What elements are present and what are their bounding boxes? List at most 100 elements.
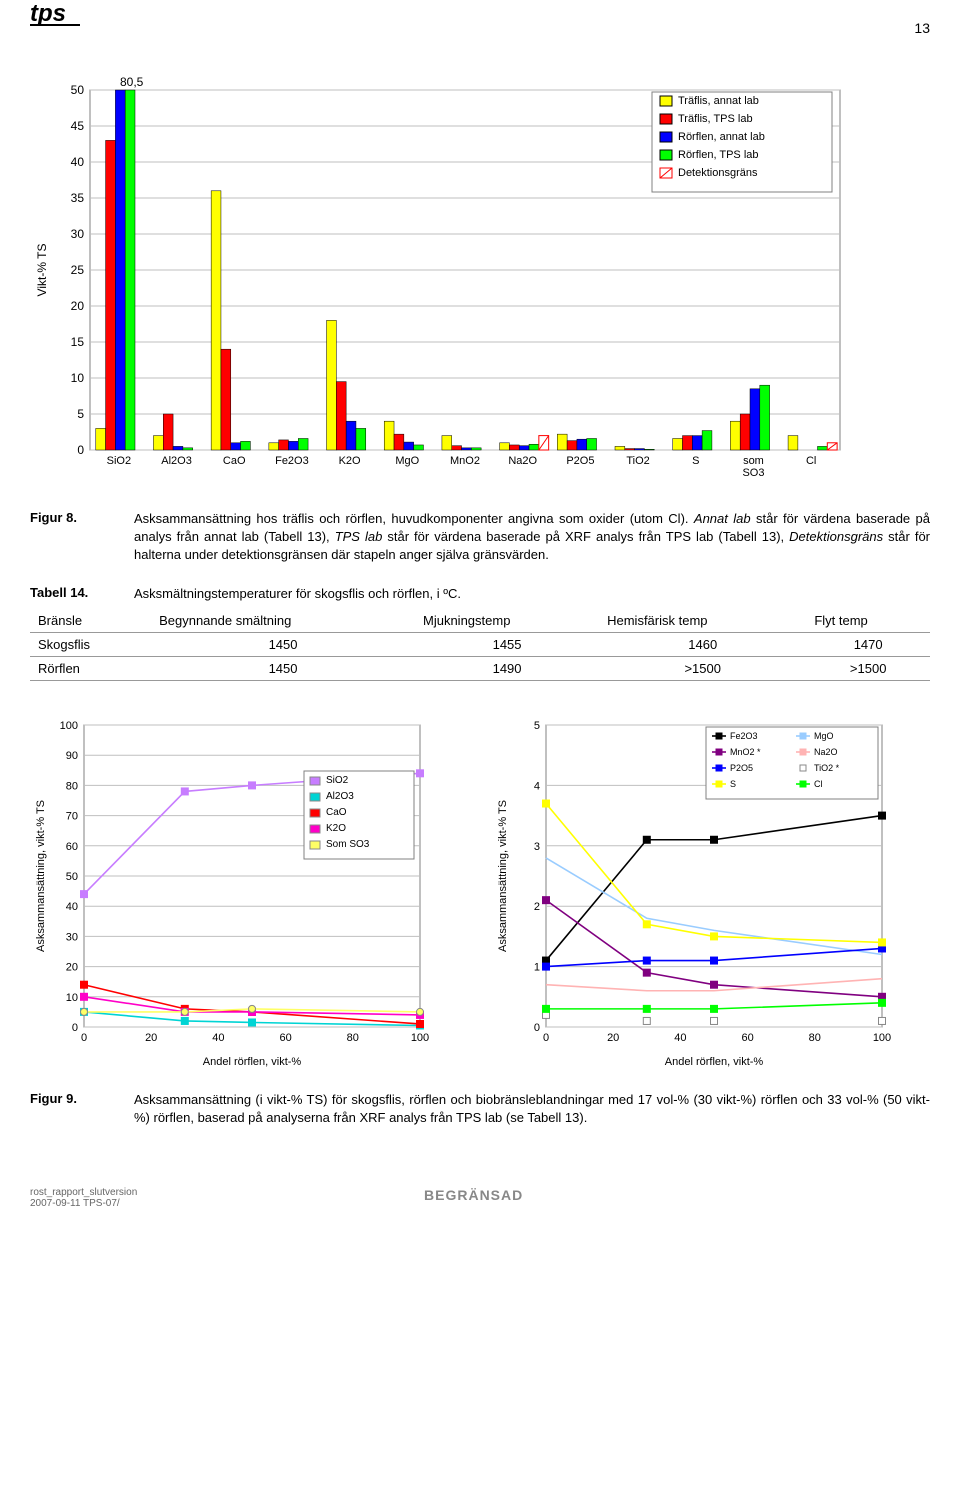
line-chart-left: 0102030405060708090100020406080100Andel …: [30, 711, 468, 1071]
svg-text:0: 0: [543, 1032, 549, 1044]
svg-text:2: 2: [534, 901, 540, 913]
svg-text:Al2O3: Al2O3: [326, 791, 354, 802]
svg-text:40: 40: [212, 1032, 224, 1044]
svg-text:MnO2 *: MnO2 *: [730, 747, 761, 757]
svg-text:25: 25: [71, 263, 85, 277]
table-header: Hemisfärisk temp: [599, 609, 806, 633]
table-cell: >1500: [599, 656, 806, 680]
svg-text:60: 60: [279, 1032, 291, 1044]
svg-text:0: 0: [77, 443, 84, 457]
figure-9-body: Asksammansättning (i vikt-% TS) för skog…: [134, 1091, 930, 1127]
svg-text:70: 70: [66, 810, 78, 822]
line-chart-right: 0 1 2 3 4 5 0 20 40 60 80 100 Andel rörflen, vikt-% A…: [492, 711, 930, 1071]
svg-text:0: 0: [72, 1022, 78, 1034]
svg-text:MgO: MgO: [814, 731, 834, 741]
svg-text:60: 60: [66, 841, 78, 853]
svg-text:40: 40: [674, 1032, 686, 1044]
table-cell: 1470: [806, 632, 930, 656]
svg-text:Cl: Cl: [814, 779, 823, 789]
svg-text:Träflis, TPS lab: Träflis, TPS lab: [678, 113, 753, 125]
svg-text:40: 40: [66, 901, 78, 913]
svg-text:Rörflen, TPS lab: Rörflen, TPS lab: [678, 149, 759, 161]
table-cell: >1500: [806, 656, 930, 680]
svg-text:TiO2 *: TiO2 *: [814, 763, 840, 773]
svg-text:30: 30: [66, 931, 78, 943]
footer: rost_rapport_slutversion 2007-09-11 TPS-…: [30, 1187, 930, 1209]
table-header: Mjukningstemp: [415, 609, 599, 633]
table-header: Bränsle: [30, 609, 151, 633]
logo: tps: [30, 0, 80, 26]
svg-text:SO3: SO3: [742, 467, 764, 479]
svg-text:5: 5: [534, 720, 540, 732]
svg-text:45: 45: [71, 119, 85, 133]
svg-text:90: 90: [66, 750, 78, 762]
figure-9-label: Figur 9.: [30, 1091, 110, 1127]
svg-text:Vikt-% TS: Vikt-% TS: [35, 244, 49, 297]
svg-text:Cl: Cl: [806, 455, 816, 467]
svg-text:Andel rörflen, vikt-%: Andel rörflen, vikt-%: [203, 1056, 302, 1068]
svg-text:30: 30: [71, 227, 85, 241]
svg-text:5: 5: [77, 407, 84, 421]
svg-text:0: 0: [81, 1032, 87, 1044]
svg-text:Fe2O3: Fe2O3: [275, 455, 309, 467]
svg-text:S: S: [692, 455, 699, 467]
svg-text:MgO: MgO: [395, 455, 419, 467]
svg-text:100: 100: [60, 720, 78, 732]
svg-text:0: 0: [534, 1022, 540, 1034]
figure-8-caption: Figur 8. Asksammansättning hos träflis o…: [30, 510, 930, 565]
page-number: 13: [914, 20, 930, 36]
svg-text:100: 100: [873, 1032, 891, 1044]
svg-text:Asksammansättning, vikt-% TS: Asksammansättning, vikt-% TS: [35, 800, 47, 952]
svg-text:1: 1: [534, 961, 540, 973]
table-header: Begynnande smältning: [151, 609, 415, 633]
svg-text:50: 50: [71, 83, 85, 97]
svg-text:TiO2: TiO2: [626, 455, 649, 467]
svg-text:10: 10: [66, 992, 78, 1004]
svg-text:80: 80: [347, 1032, 359, 1044]
svg-text:Detektionsgräns: Detektionsgräns: [678, 167, 758, 179]
svg-text:Fe2O3: Fe2O3: [730, 731, 758, 741]
figure-9-caption: Figur 9. Asksammansättning (i vikt-% TS)…: [30, 1091, 930, 1127]
table-cell: Skogsflis: [30, 632, 151, 656]
table-14-title: Asksmältningstemperaturer för skogsflis …: [134, 585, 930, 603]
svg-text:K2O: K2O: [326, 823, 346, 834]
table-14-caption: Tabell 14. Asksmältningstemperaturer för…: [30, 585, 930, 603]
footer-left: rost_rapport_slutversion 2007-09-11 TPS-…: [30, 1187, 137, 1209]
svg-text:S: S: [730, 779, 736, 789]
svg-text:50: 50: [66, 871, 78, 883]
svg-text:Träflis, annat lab: Träflis, annat lab: [678, 95, 759, 107]
svg-text:100: 100: [411, 1032, 429, 1044]
svg-text:Asksammansättning, vikt-% TS: Asksammansättning, vikt-% TS: [497, 800, 509, 952]
table-cell: 1455: [415, 632, 599, 656]
table-cell: 1460: [599, 632, 806, 656]
svg-text:Na2O: Na2O: [508, 455, 537, 467]
footer-center: BEGRÄNSAD: [424, 1187, 523, 1209]
svg-text:Andel rörflen, vikt-%: Andel rörflen, vikt-%: [665, 1056, 764, 1068]
svg-text:4: 4: [534, 780, 540, 792]
svg-text:80: 80: [809, 1032, 821, 1044]
svg-text:40: 40: [71, 155, 85, 169]
svg-text:CaO: CaO: [326, 807, 347, 818]
table-14-label: Tabell 14.: [30, 585, 110, 603]
svg-text:10: 10: [71, 371, 85, 385]
svg-text:MnO2: MnO2: [450, 455, 480, 467]
svg-text:35: 35: [71, 191, 85, 205]
svg-text:SiO2: SiO2: [107, 455, 131, 467]
bar-chart: 05101520253035404550Vikt-% TS80,5SiO2Al2…: [30, 70, 930, 490]
svg-text:Rörflen, annat lab: Rörflen, annat lab: [678, 131, 765, 143]
svg-text:CaO: CaO: [223, 455, 246, 467]
table-cell: 1450: [151, 656, 415, 680]
table-header: Flyt temp: [806, 609, 930, 633]
svg-text:20: 20: [145, 1032, 157, 1044]
svg-text:80: 80: [66, 780, 78, 792]
svg-text:P2O5: P2O5: [566, 455, 594, 467]
svg-text:3: 3: [534, 841, 540, 853]
figure-8-label: Figur 8.: [30, 510, 110, 565]
table-cell: Rörflen: [30, 656, 151, 680]
svg-text:60: 60: [741, 1032, 753, 1044]
svg-text:20: 20: [607, 1032, 619, 1044]
svg-text:15: 15: [71, 335, 85, 349]
svg-text:20: 20: [71, 299, 85, 313]
svg-text:SiO2: SiO2: [326, 775, 349, 786]
svg-text:P2O5: P2O5: [730, 763, 753, 773]
